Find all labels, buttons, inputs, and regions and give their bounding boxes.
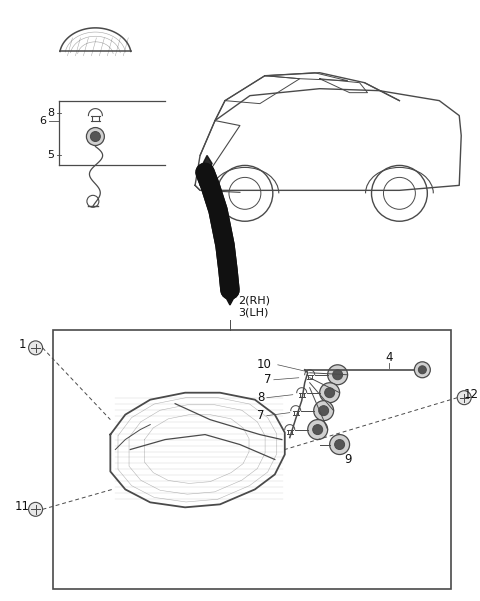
Circle shape <box>29 502 43 516</box>
Text: 1: 1 <box>19 338 26 352</box>
Circle shape <box>328 365 348 385</box>
Circle shape <box>330 435 349 454</box>
Circle shape <box>312 424 323 435</box>
Circle shape <box>457 391 471 404</box>
Text: 8: 8 <box>48 108 55 118</box>
Circle shape <box>320 383 340 403</box>
Circle shape <box>90 132 100 141</box>
Text: 2(RH): 2(RH) <box>238 295 270 305</box>
Text: 7: 7 <box>257 409 265 422</box>
Text: 9: 9 <box>344 453 351 466</box>
Text: 6: 6 <box>39 115 46 126</box>
Bar <box>52 330 451 589</box>
Text: 11: 11 <box>15 500 30 513</box>
Circle shape <box>86 127 104 145</box>
Text: 5: 5 <box>48 150 55 160</box>
Circle shape <box>324 388 335 398</box>
Circle shape <box>308 419 328 439</box>
Circle shape <box>335 439 345 450</box>
Circle shape <box>314 401 334 421</box>
Text: 10: 10 <box>257 358 272 371</box>
Circle shape <box>29 341 43 355</box>
Circle shape <box>414 362 431 378</box>
Circle shape <box>419 366 426 374</box>
Text: 7: 7 <box>264 373 272 386</box>
Circle shape <box>319 406 329 416</box>
Circle shape <box>333 370 343 380</box>
Polygon shape <box>222 290 238 305</box>
Polygon shape <box>197 156 212 182</box>
Text: 12: 12 <box>464 388 479 401</box>
Text: 4: 4 <box>386 352 393 364</box>
Text: 8: 8 <box>257 391 265 404</box>
Text: 3(LH): 3(LH) <box>238 308 268 318</box>
